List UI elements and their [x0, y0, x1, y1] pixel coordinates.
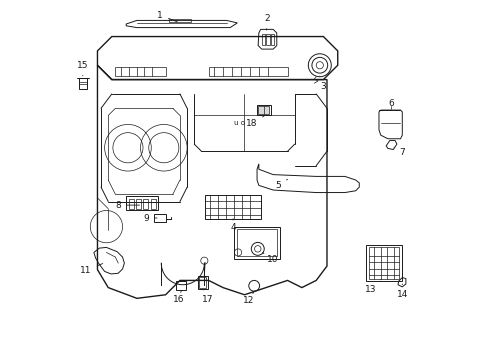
Bar [136, 199, 141, 209]
Text: 12: 12 [243, 291, 254, 305]
Bar [143, 199, 148, 209]
Text: 4: 4 [230, 219, 235, 232]
Text: 14: 14 [396, 284, 407, 299]
Bar [115, 67, 165, 76]
Text: 8: 8 [115, 201, 139, 210]
Text: 7: 7 [393, 147, 405, 157]
Bar [257, 105, 270, 116]
Text: 3: 3 [319, 76, 325, 91]
Text: 17: 17 [202, 289, 213, 304]
Bar [169, 19, 190, 22]
Bar [266, 34, 269, 45]
Bar [176, 282, 186, 291]
Text: 15: 15 [77, 61, 88, 76]
Bar [233, 226, 280, 259]
Text: u o: u o [233, 120, 244, 126]
Bar [150, 199, 155, 209]
Text: 2: 2 [264, 14, 269, 30]
Text: 18: 18 [245, 116, 264, 128]
Bar [258, 106, 269, 114]
Bar [199, 277, 206, 288]
Text: 11: 11 [80, 264, 102, 275]
Text: 13: 13 [364, 280, 380, 293]
Bar [79, 78, 86, 89]
Bar [129, 199, 134, 209]
Bar [236, 229, 277, 256]
Bar [208, 67, 287, 76]
Bar [366, 245, 401, 281]
Bar [368, 247, 399, 279]
Text: 16: 16 [172, 291, 184, 304]
Bar [198, 276, 207, 289]
Text: 1: 1 [157, 10, 177, 22]
Text: 9: 9 [142, 213, 157, 222]
Bar [270, 34, 274, 45]
Bar [154, 214, 165, 222]
Bar [204, 195, 260, 220]
Text: 6: 6 [387, 99, 393, 108]
Bar [126, 196, 158, 211]
Bar [261, 34, 264, 45]
Text: 5: 5 [275, 179, 287, 190]
Text: 10: 10 [262, 252, 278, 264]
